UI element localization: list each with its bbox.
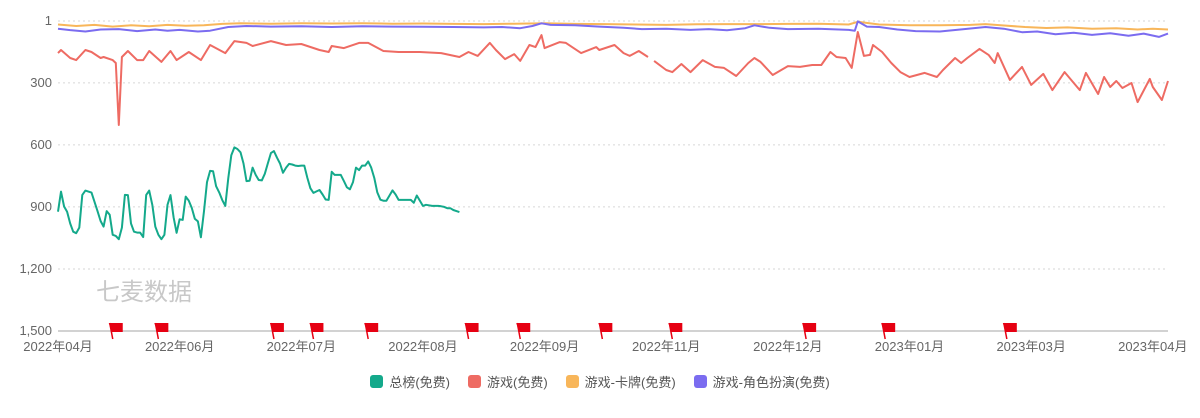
flag-cloth (598, 323, 613, 332)
y-tick-label: 300 (30, 75, 52, 90)
flag-cloth (516, 323, 531, 332)
flag-icon (464, 322, 479, 340)
legend-label: 游戏(免费) (487, 375, 548, 390)
legend-swatch (693, 375, 707, 388)
legend-label: 游戏-角色扮演(免费) (712, 375, 830, 390)
flag-cloth (802, 323, 817, 332)
x-tick-label: 2023年03月 (996, 339, 1065, 354)
legend-label: 游戏-卡牌(免费) (584, 375, 676, 390)
legend-item[interactable]: 游戏-角色扮演(免费) (693, 372, 830, 391)
x-tick-label: 2022年09月 (510, 339, 579, 354)
legend-item[interactable]: 游戏(免费) (468, 372, 548, 391)
x-tick-label: 2022年08月 (388, 339, 457, 354)
series-line-1 (653, 31, 1169, 104)
x-tick-label: 2022年06月 (145, 339, 214, 354)
watermark-logo: 七麦数据 (96, 279, 192, 306)
series-line-1 (57, 34, 649, 126)
flag-icon (154, 322, 169, 340)
series-line-0 (57, 146, 460, 241)
grid-lines (58, 20, 1168, 332)
flag-icon (108, 322, 123, 340)
x-tick-label: 2023年04月 (1118, 339, 1187, 354)
legend-item[interactable]: 游戏-卡牌(免费) (565, 372, 676, 391)
flag-cloth (269, 323, 284, 332)
flag-icon (802, 322, 817, 340)
flag-cloth (309, 323, 324, 332)
x-tick-label: 2022年12月 (753, 339, 822, 354)
flag-icon (881, 322, 896, 340)
flag-cloth (364, 323, 379, 332)
y-tick-label: 1,500 (19, 323, 52, 338)
x-tick-label: 2023年01月 (875, 339, 944, 354)
series-line-3 (57, 20, 1169, 38)
flag-icon (516, 322, 531, 340)
flag-icon (309, 322, 324, 340)
y-axis: 1 300 600 900 1,200 1,500 (19, 13, 52, 338)
y-tick-label: 1,200 (19, 261, 52, 276)
x-axis: 2022年04月 2022年06月 2022年07月 2022年08月 2022年09月… (23, 339, 1187, 354)
legend-swatch (468, 375, 481, 388)
legend-label: 总榜(免费) (389, 375, 450, 390)
flag-cloth (154, 323, 169, 332)
flag-cloth (108, 323, 123, 332)
x-tick-label: 2022年04月 (23, 339, 92, 354)
flag-icon (269, 322, 284, 340)
x-tick-label: 2022年11月 (632, 339, 700, 354)
flag-icon (1002, 322, 1017, 340)
flag-cloth (668, 323, 683, 332)
y-tick-label: 1 (45, 13, 52, 28)
x-tick-label: 2022年07月 (267, 339, 336, 354)
event-markers (108, 322, 1017, 340)
y-tick-label: 600 (30, 137, 52, 152)
legend: 总榜(免费) 游戏(免费) 游戏-卡牌(免费) 游戏-角色扮演(免费) (0, 372, 1200, 391)
legend-swatch (370, 375, 384, 388)
flag-cloth (464, 323, 479, 332)
series-line-2 (57, 20, 1169, 31)
y-tick-label: 900 (30, 199, 52, 214)
flag-icon (598, 322, 613, 340)
flag-icon (364, 322, 379, 340)
series-lines (57, 20, 1169, 241)
legend-item[interactable]: 总榜(免费) (370, 372, 450, 391)
flag-cloth (1002, 323, 1017, 332)
flag-icon (668, 322, 683, 340)
legend-swatch (565, 375, 579, 388)
flag-cloth (881, 323, 896, 332)
